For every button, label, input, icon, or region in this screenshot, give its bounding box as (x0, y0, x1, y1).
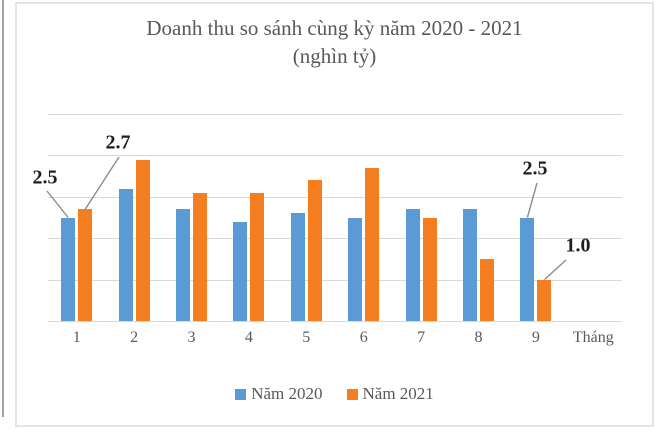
x-tick-label-4: 4 (244, 329, 253, 346)
bar-2020-thang-8 (463, 209, 477, 321)
bar-2020-thang-7 (405, 209, 420, 321)
bar-2020-thang-2 (118, 188, 133, 321)
bar-2021-thang-9 (537, 279, 552, 321)
chart-frame[interactable]: Doanh thu so sánh cùng kỳ năm 2020 - 202… (15, 2, 654, 427)
x-tick-label-1: 1 (72, 329, 81, 346)
leader-line (84, 156, 120, 210)
chart-subtitle: (nghìn tỷ) (292, 44, 377, 68)
x-tick-label-8: 8 (474, 329, 483, 346)
gridline (48, 196, 622, 198)
leader-line (46, 190, 69, 218)
legend-swatch-icon (235, 388, 247, 400)
bar-2021-thang-2 (135, 159, 150, 321)
bar-2021-thang-1 (78, 209, 93, 321)
x-tick-label-7: 7 (417, 329, 426, 346)
legend-item-2020: Năm 2020 (235, 384, 323, 404)
legend-label: Năm 2021 (362, 384, 434, 403)
legend-item-2021: Năm 2021 (346, 384, 434, 404)
x-axis-line (48, 321, 622, 322)
bar-2021-thang-4 (250, 192, 265, 321)
gridline (48, 114, 622, 115)
bar-2021-thang-3 (193, 192, 207, 321)
bar-2020-thang-3 (176, 209, 190, 321)
x-tick-label-3: 3 (187, 329, 196, 346)
legend: Năm 2020 Năm 2021 (15, 384, 654, 404)
bar-2021-thang-6 (365, 167, 380, 321)
bar-2020-thang-6 (348, 217, 363, 321)
gridline (48, 238, 622, 240)
bar-2020-thang-4 (233, 221, 248, 321)
x-tick-label-5: 5 (302, 329, 311, 346)
annotation-label-2.5: 2.5 (32, 166, 58, 189)
annotation-label-2.5: 2.5 (522, 157, 548, 180)
leader-line (543, 259, 567, 281)
x-axis-title: Tháng (572, 329, 614, 346)
worksheet-edge-line (2, 0, 4, 417)
legend-swatch-icon (346, 388, 358, 400)
annotation-label-2.7: 2.7 (105, 131, 131, 154)
bar-2020-thang-5 (290, 213, 305, 321)
annotation-label-1.0: 1.0 (565, 234, 591, 257)
bar-2021-thang-8 (480, 258, 494, 321)
bar-2020-thang-1 (61, 217, 76, 321)
bar-2021-thang-5 (307, 180, 322, 321)
gridline (48, 155, 622, 157)
bar-2021-thang-7 (422, 217, 437, 321)
leader-line (526, 182, 538, 218)
legend-label: Năm 2020 (251, 384, 323, 403)
bar-2020-thang-9 (520, 217, 535, 321)
x-tick-label-2: 2 (130, 329, 139, 346)
chart-title: Doanh thu so sánh cùng kỳ năm 2020 - 202… (146, 16, 523, 40)
gridline (48, 279, 622, 281)
x-tick-label-6: 6 (359, 329, 368, 346)
x-tick-label-9: 9 (531, 329, 540, 346)
